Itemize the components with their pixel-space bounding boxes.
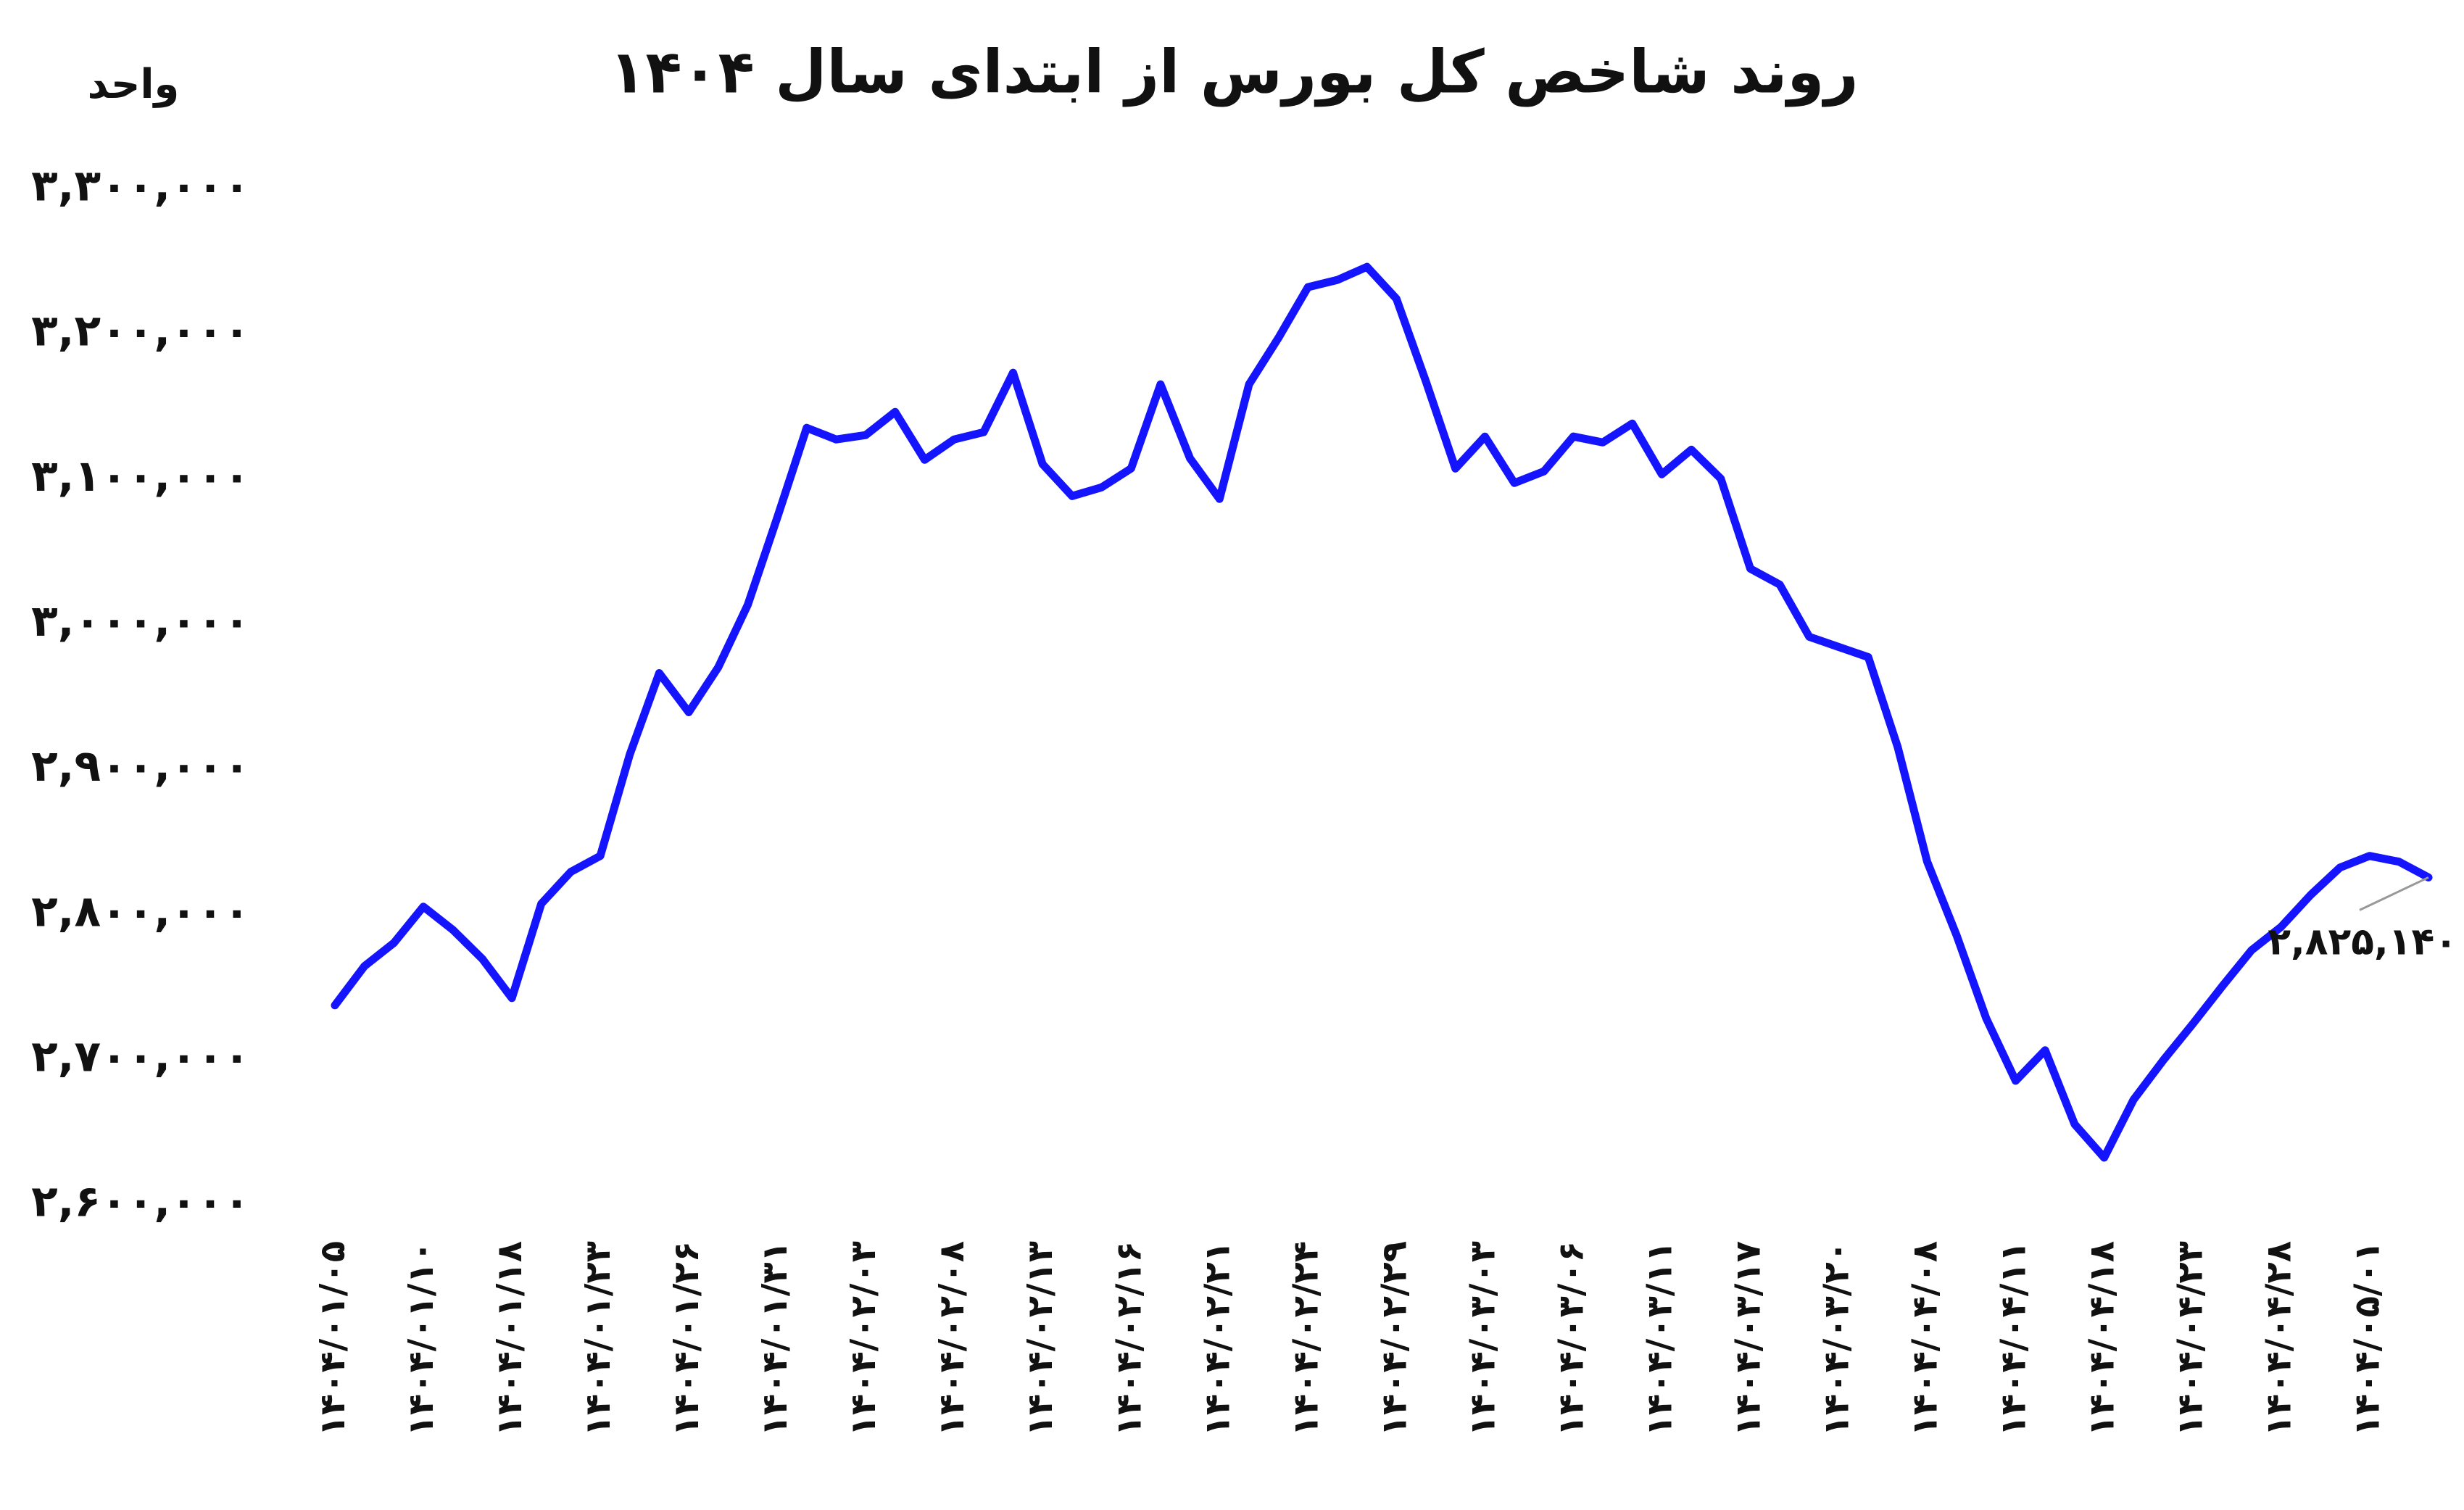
x-tick-label: ۱۴۰۴/۰۲/۰۳ <box>843 1241 884 1436</box>
x-tick-label: ۱۴۰۴/۰۲/۲۹ <box>1374 1241 1414 1436</box>
x-tick-label: ۱۴۰۴/۰۳/۰۳ <box>1462 1241 1503 1436</box>
y-tick-label: ۲,۷۰۰,۰۰۰ <box>31 1031 250 1082</box>
x-tick-label: ۱۴۰۴/۰۱/۱۰ <box>401 1241 441 1436</box>
x-tick-label: ۱۴۰۴/۰۱/۱۸ <box>489 1241 530 1436</box>
x-tick-label: ۱۴۰۴/۰۴/۲۳ <box>2170 1241 2211 1436</box>
x-tick-label: ۱۴۰۴/۰۳/۱۱ <box>1639 1241 1680 1436</box>
leader-line <box>2359 876 2429 911</box>
x-tick-label: ۱۴۰۴/۰۳/۱۷ <box>1727 1241 1768 1436</box>
x-tick-label: ۱۴۰۴/۰۴/۱۱ <box>1994 1241 2034 1436</box>
x-tick-label: ۱۴۰۴/۰۱/۲۳ <box>578 1241 618 1436</box>
data-line <box>331 262 2433 1162</box>
x-tick-label: ۱۴۰۴/۰۱/۰۵ <box>312 1241 353 1436</box>
x-tick-label: ۱۴۰۴/۰۴/۰۸ <box>1905 1241 1946 1436</box>
y-tick-label: ۲,۸۰۰,۰۰۰ <box>31 886 250 937</box>
x-tick-label: ۱۴۰۴/۰۴/۲۸ <box>2259 1241 2299 1436</box>
x-tick-label: ۱۴۰۴/۰۲/۱۶ <box>1108 1241 1149 1436</box>
chart-title: روند شاخص کل بورس از ابتدای سال ۱۴۰۴ <box>609 38 1858 107</box>
x-tick-label: ۱۴۰۴/۰۳/۲۰ <box>1816 1241 1857 1436</box>
y-tick-label: ۲,۹۰۰,۰۰۰ <box>31 741 250 792</box>
x-tick-label: ۱۴۰۴/۰۲/۱۳ <box>1020 1241 1061 1436</box>
x-tick-label: ۱۴۰۴/۰۲/۲۱ <box>1197 1241 1237 1436</box>
y-axis-label: واحد <box>88 61 180 108</box>
x-tick-label: ۱۴۰۴/۰۲/۲۴ <box>1285 1241 1326 1436</box>
x-tick-label: ۱۴۰۴/۰۴/۱۸ <box>2082 1241 2123 1436</box>
y-tick-label: ۳,۰۰۰,۰۰۰ <box>31 596 250 647</box>
value-label: ۲,۸۲۵,۱۴۰ <box>2268 920 2457 963</box>
y-tick-label: ۲,۶۰۰,۰۰۰ <box>31 1177 250 1227</box>
x-tick-label: ۱۴۰۴/۰۵/۰۱ <box>2347 1241 2388 1436</box>
x-tick-label: ۱۴۰۴/۰۱/۲۶ <box>666 1241 707 1436</box>
y-tick-label: ۳,۳۰۰,۰۰۰ <box>31 161 250 212</box>
y-tick-label: ۳,۲۰۰,۰۰۰ <box>31 306 250 357</box>
x-tick-label: ۱۴۰۴/۰۲/۰۸ <box>932 1241 972 1436</box>
x-tick-label: ۱۴۰۴/۰۳/۰۶ <box>1551 1241 1591 1436</box>
x-tick-label: ۱۴۰۴/۰۱/۳۱ <box>755 1241 795 1436</box>
y-tick-label: ۳,۱۰۰,۰۰۰ <box>31 451 250 502</box>
